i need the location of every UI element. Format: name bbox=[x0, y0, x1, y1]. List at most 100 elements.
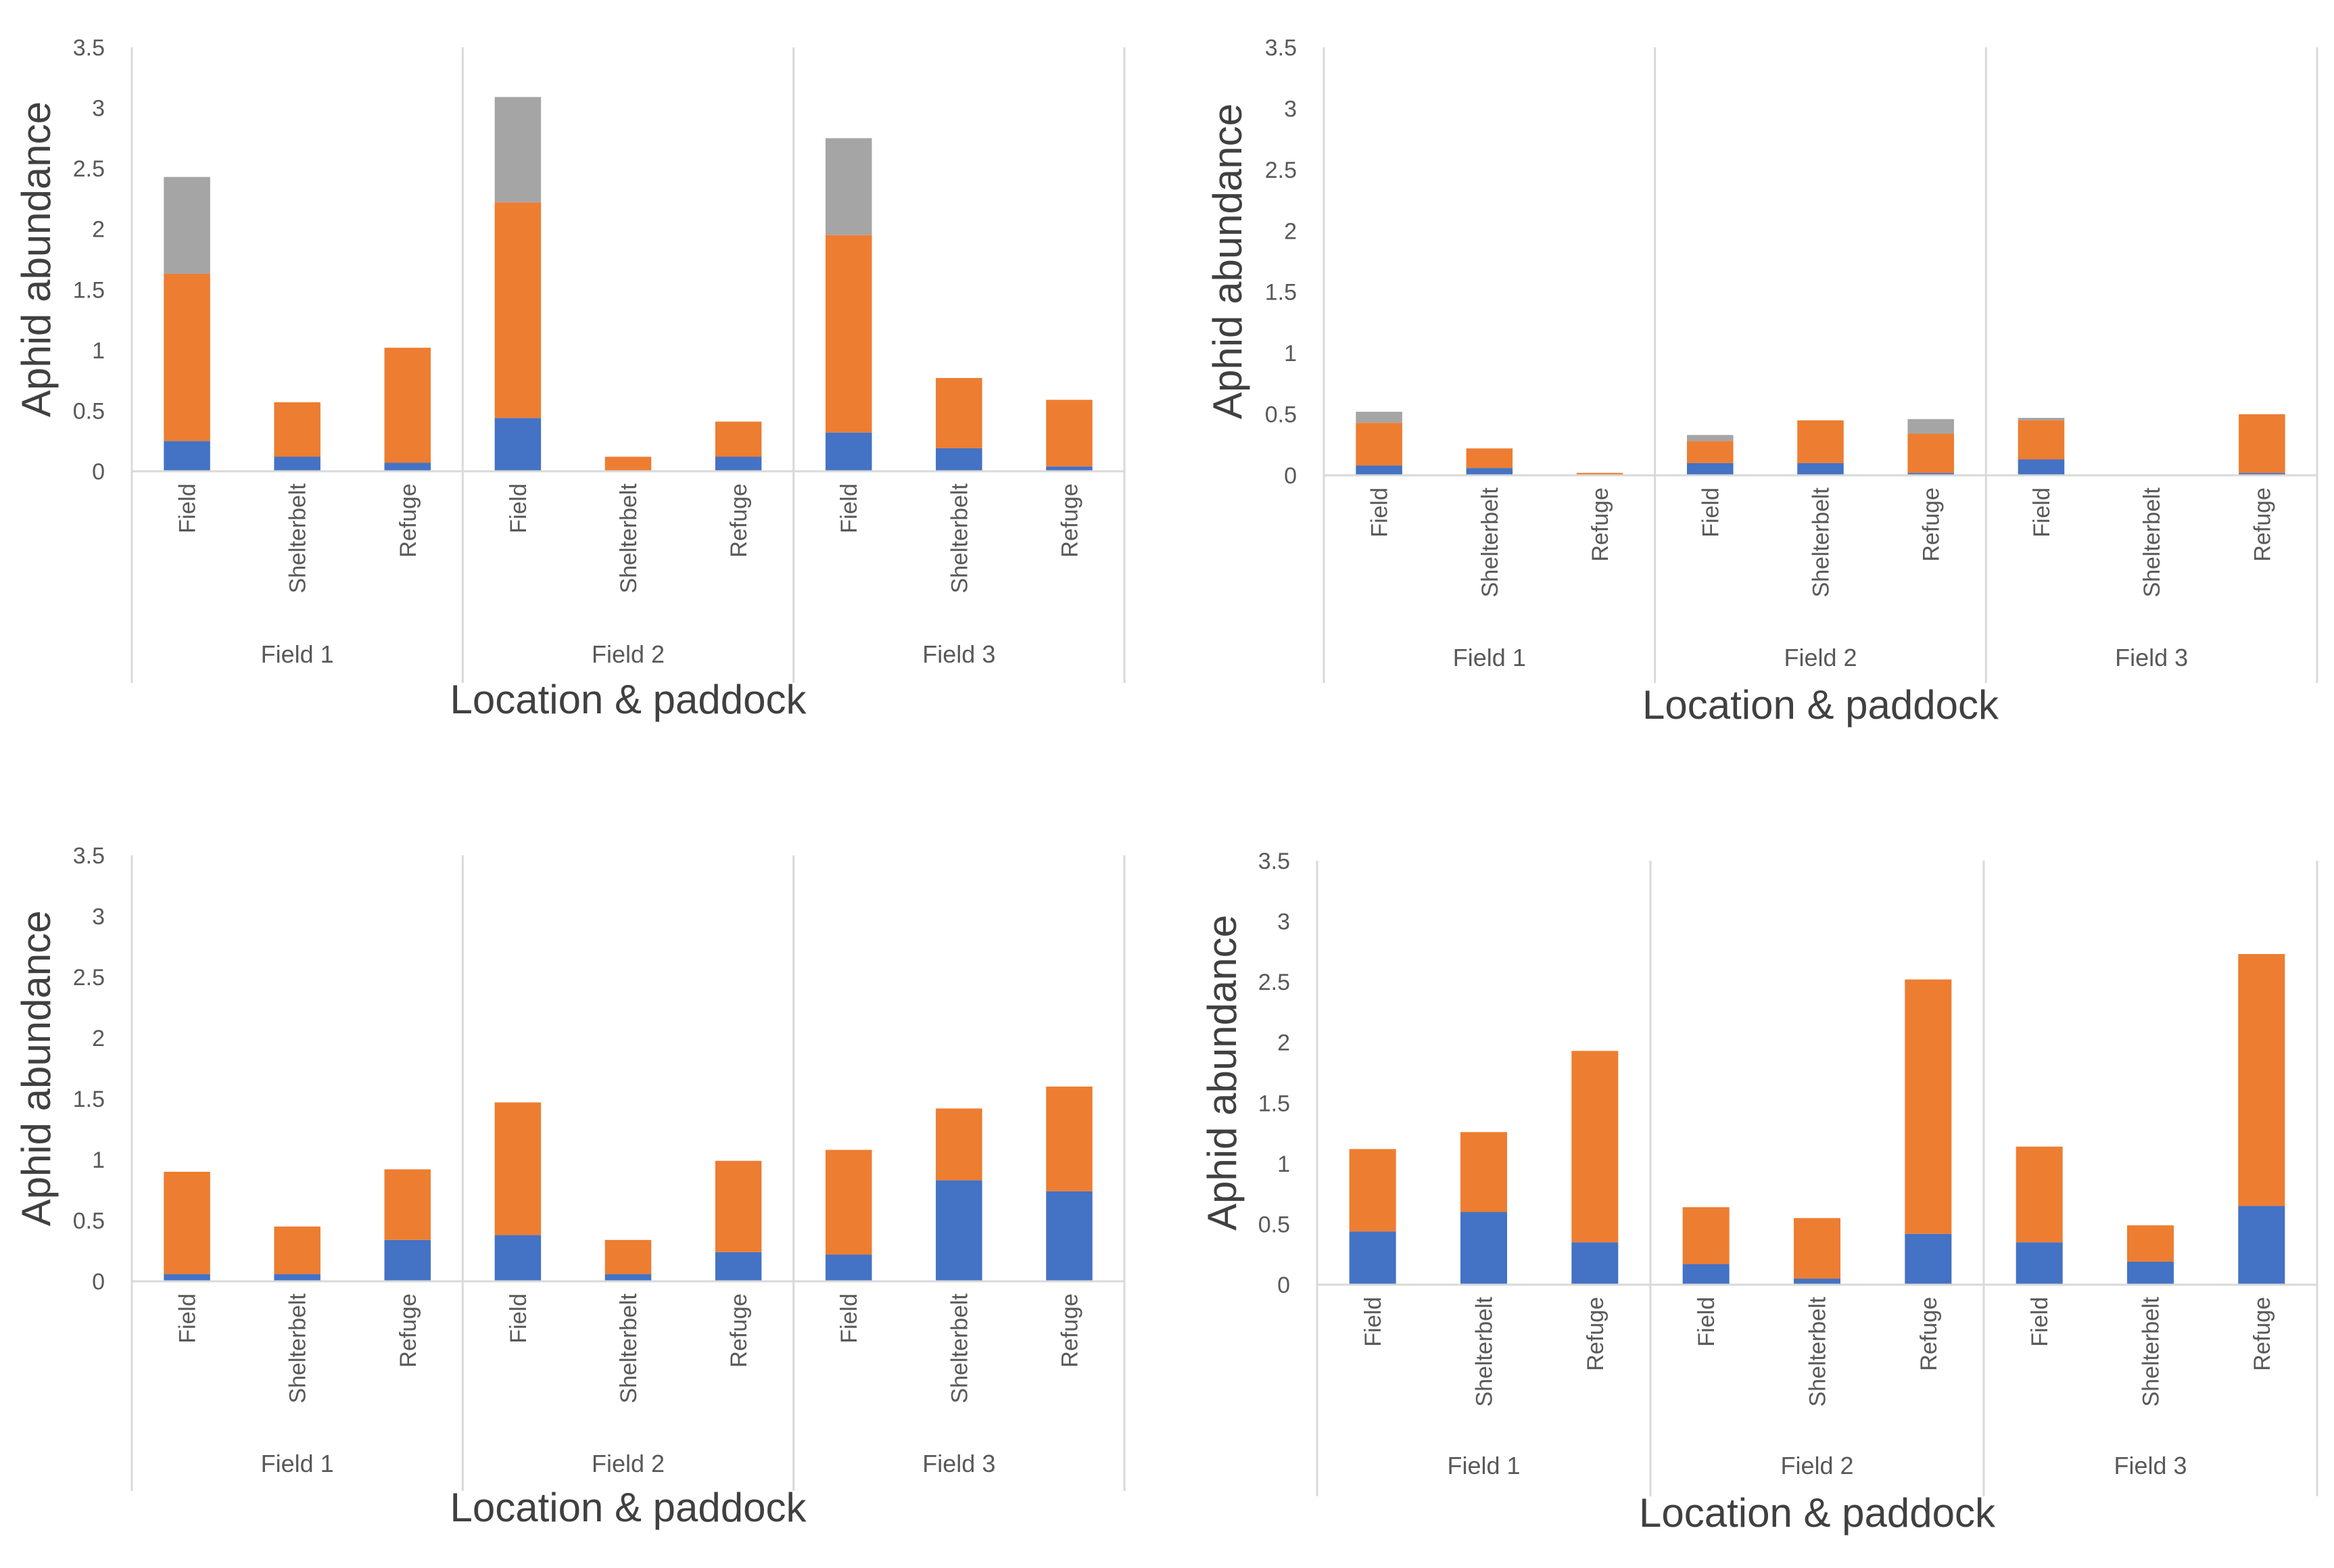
y-axis-title: Aphid abundance bbox=[1205, 103, 1250, 419]
bar-field-1-refuge-series-1 bbox=[384, 1239, 431, 1281]
x-axis-title: Location & paddock bbox=[1639, 1490, 1996, 1536]
category-label: Shelterbelt bbox=[2139, 1296, 2164, 1406]
y-tick-label: 3 bbox=[92, 904, 105, 930]
category-label: Field bbox=[1698, 488, 1723, 538]
bar-field-3-field-series-3 bbox=[825, 138, 872, 235]
y-tick-label: 3.5 bbox=[73, 35, 105, 61]
y-tick-label: 1 bbox=[92, 338, 105, 364]
bar-field-2-field-series-2 bbox=[494, 1102, 542, 1235]
bar-field-3-shelterbelt-series-2 bbox=[2126, 1225, 2174, 1262]
y-tick-label: 0 bbox=[92, 1269, 105, 1295]
bar-field-1-refuge-series-2 bbox=[384, 1169, 431, 1240]
category-label: Refuge bbox=[726, 1293, 752, 1368]
bar-field-3-refuge-series-1 bbox=[2238, 1206, 2285, 1285]
bar-field-2-refuge-series-1 bbox=[1907, 473, 1954, 475]
bar-field-3-field-series-3 bbox=[2018, 417, 2065, 421]
group-label: Field 2 bbox=[1784, 644, 1857, 671]
y-tick-label: 0 bbox=[92, 459, 105, 485]
bar-field-3-shelterbelt-series-2 bbox=[936, 1108, 982, 1181]
x-axis-title: Location & paddock bbox=[450, 1485, 807, 1530]
bar-field-1-refuge-series-1 bbox=[384, 462, 431, 471]
category-label: Shelterbelt bbox=[285, 1293, 311, 1403]
bar-field-3-field-series-2 bbox=[2016, 1146, 2063, 1243]
bar-field-3-refuge-series-2 bbox=[2239, 414, 2285, 473]
group-label: Field 3 bbox=[2115, 644, 2188, 671]
bar-field-3-refuge-series-2 bbox=[1046, 1087, 1093, 1191]
y-tick-label: 0 bbox=[1277, 1273, 1290, 1298]
y-tick-label: 3 bbox=[1284, 96, 1297, 122]
bar-field-1-shelterbelt-series-2 bbox=[274, 402, 320, 457]
category-label: Field bbox=[836, 1293, 862, 1344]
category-label: Shelterbelt bbox=[616, 483, 642, 593]
bar-field-2-shelterbelt-series-1 bbox=[1797, 462, 1844, 475]
category-label: Refuge bbox=[2249, 488, 2275, 562]
category-label: Field bbox=[1694, 1297, 1719, 1347]
bar-field-1-refuge-series-2 bbox=[384, 348, 431, 463]
bar-field-3-refuge-series-2 bbox=[2238, 953, 2285, 1206]
bar-field-2-shelterbelt-series-1 bbox=[1793, 1279, 1841, 1285]
bar-field-3-field-series-1 bbox=[825, 432, 872, 471]
bar-field-1-shelterbelt-series-1 bbox=[274, 456, 320, 471]
bar-field-2-refuge-series-2 bbox=[1905, 979, 1952, 1234]
category-label: Shelterbelt bbox=[2139, 487, 2165, 597]
bar-field-1-shelterbelt-series-1 bbox=[1466, 468, 1513, 475]
bar-field-2-shelterbelt-series-2 bbox=[1793, 1218, 1841, 1279]
bar-field-2-field-series-1 bbox=[1687, 462, 1734, 475]
bar-field-3-field-series-2 bbox=[2018, 420, 2065, 460]
category-label: Field bbox=[1360, 1297, 1386, 1347]
y-tick-label: 0.5 bbox=[1265, 402, 1297, 428]
group-label: Field 3 bbox=[922, 640, 995, 668]
bar-field-3-refuge-series-1 bbox=[1046, 1191, 1093, 1281]
x-axis-title: Location & paddock bbox=[450, 677, 807, 722]
category-label: Field bbox=[2027, 1297, 2053, 1347]
category-label: Shelterbelt bbox=[947, 483, 972, 593]
bar-field-1-shelterbelt-series-2 bbox=[1466, 448, 1513, 469]
category-label: Field bbox=[506, 483, 531, 533]
category-label: Refuge bbox=[726, 483, 752, 558]
category-label: Refuge bbox=[1588, 488, 1613, 562]
group-label: Field 2 bbox=[592, 1450, 665, 1477]
y-tick-label: 1 bbox=[1284, 341, 1297, 366]
category-label: Refuge bbox=[1057, 483, 1082, 558]
y-tick-label: 2 bbox=[1277, 1030, 1290, 1056]
category-label: Shelterbelt bbox=[616, 1293, 642, 1403]
bar-field-3-refuge-series-1 bbox=[2239, 473, 2285, 475]
category-label: Shelterbelt bbox=[1805, 1296, 1831, 1406]
bar-field-1-field-series-1 bbox=[1356, 465, 1402, 475]
bar-field-2-refuge-series-2 bbox=[715, 1160, 762, 1252]
category-label: Refuge bbox=[396, 1293, 421, 1368]
category-label: Field bbox=[836, 483, 862, 533]
bar-field-1-field-series-1 bbox=[1349, 1231, 1396, 1285]
bar-field-3-shelterbelt-series-1 bbox=[936, 448, 982, 471]
bar-field-3-field-series-2 bbox=[825, 1149, 872, 1255]
bar-field-3-field-series-1 bbox=[825, 1254, 872, 1281]
group-label: Field 1 bbox=[261, 640, 334, 668]
bar-field-1-field-series-2 bbox=[164, 273, 210, 442]
y-tick-label: 1.5 bbox=[1258, 1091, 1290, 1116]
bar-field-2-field-series-2 bbox=[494, 202, 542, 419]
bar-field-3-shelterbelt-series-1 bbox=[936, 1180, 982, 1281]
bar-field-1-field-series-2 bbox=[1349, 1149, 1396, 1232]
bar-field-1-refuge-series-2 bbox=[1576, 473, 1623, 475]
group-label: Field 3 bbox=[922, 1450, 995, 1477]
bar-field-2-refuge-series-3 bbox=[1907, 419, 1954, 434]
category-label: Shelterbelt bbox=[1472, 1296, 1498, 1406]
bar-field-3-shelterbelt-series-1 bbox=[2126, 1261, 2174, 1285]
category-label: Refuge bbox=[1057, 1293, 1082, 1368]
bar-field-2-refuge-series-2 bbox=[715, 421, 762, 457]
y-tick-label: 1.5 bbox=[1265, 280, 1297, 306]
category-label: Shelterbelt bbox=[285, 483, 311, 593]
bar-field-2-shelterbelt-series-1 bbox=[604, 1274, 652, 1281]
bar-field-3-field-series-1 bbox=[2016, 1242, 2063, 1285]
bar-field-1-shelterbelt-series-2 bbox=[274, 1227, 320, 1275]
y-tick-label: 3.5 bbox=[1265, 35, 1297, 61]
bar-field-2-refuge-series-1 bbox=[1905, 1233, 1952, 1285]
y-tick-label: 1.5 bbox=[73, 1087, 105, 1112]
bar-field-2-field-series-1 bbox=[494, 1235, 542, 1281]
y-axis-title: Aphid abundance bbox=[14, 101, 59, 417]
bar-field-3-shelterbelt-series-2 bbox=[936, 378, 982, 448]
y-tick-label: 1.5 bbox=[73, 277, 105, 303]
bar-field-1-field-series-1 bbox=[164, 441, 210, 471]
bar-field-2-field-series-3 bbox=[494, 97, 542, 203]
